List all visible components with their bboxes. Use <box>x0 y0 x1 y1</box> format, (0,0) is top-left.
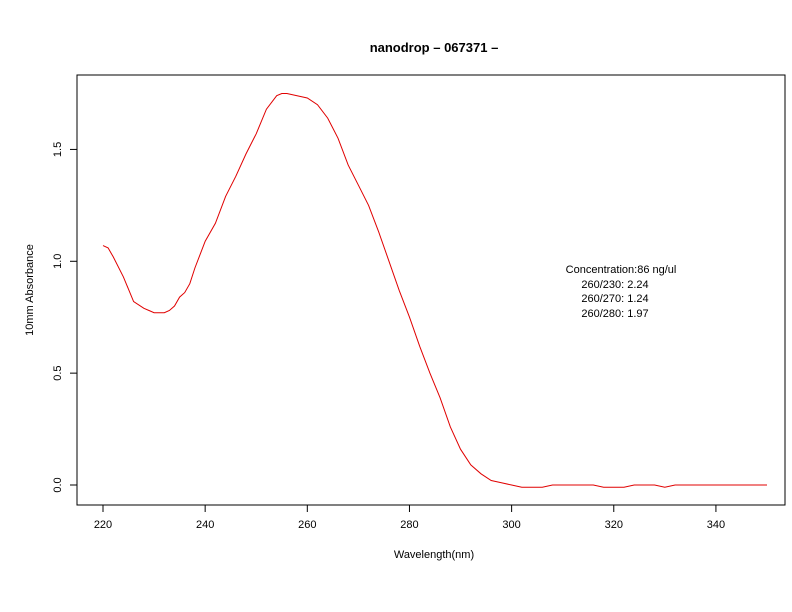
x-tick-label: 220 <box>94 519 112 531</box>
y-tick-label: 0.0 <box>52 477 64 492</box>
y-tick-label: 1.0 <box>52 254 64 269</box>
annotation-concentration: Concentration:86 ng/ul <box>566 264 677 276</box>
x-axis-label: Wavelength(nm) <box>394 549 474 561</box>
x-tick-label: 340 <box>707 519 725 531</box>
absorbance-line <box>102 93 767 488</box>
plot-frame <box>76 74 786 506</box>
x-axis: 220 240 260 280 300 320 340 <box>94 505 725 531</box>
chart-title: nanodrop – 067371 – <box>370 40 499 55</box>
x-tick-label: 280 <box>400 519 418 531</box>
x-tick-label: 300 <box>502 519 520 531</box>
annotation-ratio-270: 260/270: 1.24 <box>581 293 648 305</box>
y-tick-label: 1.5 <box>52 142 64 157</box>
x-tick-label: 240 <box>196 519 214 531</box>
annotation-ratio-230: 260/230: 2.24 <box>581 279 648 291</box>
annotation-ratio-280: 260/280: 1.97 <box>581 308 648 320</box>
y-axis: 0.0 0.5 1.0 1.5 <box>52 142 77 493</box>
y-axis-label: 10mm Absorbance <box>24 244 36 336</box>
x-tick-label: 320 <box>605 519 623 531</box>
x-tick-label: 260 <box>298 519 316 531</box>
y-tick-label: 0.5 <box>52 365 64 380</box>
annotation-box: Concentration:86 ng/ul 260/230: 2.24 260… <box>566 264 677 320</box>
